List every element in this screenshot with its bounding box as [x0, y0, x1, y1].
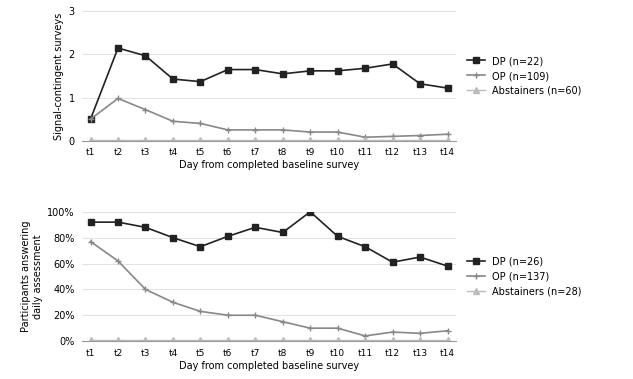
OP (n=109)	[306, 130, 314, 134]
Abstainers (n=28)	[417, 338, 424, 342]
DP (n=22)	[197, 79, 204, 84]
DP (n=26)	[197, 244, 204, 249]
Line: OP (n=137): OP (n=137)	[87, 238, 451, 340]
DP (n=26)	[169, 235, 177, 240]
DP (n=22)	[114, 46, 122, 50]
OP (n=109)	[279, 128, 287, 132]
DP (n=22)	[417, 81, 424, 86]
OP (n=109)	[361, 135, 369, 139]
Abstainers (n=28)	[169, 338, 177, 342]
OP (n=137)	[444, 329, 451, 333]
OP (n=109)	[251, 128, 259, 132]
DP (n=26)	[114, 220, 122, 224]
OP (n=109)	[87, 117, 94, 121]
Abstainers (n=28)	[361, 338, 369, 342]
OP (n=137)	[306, 326, 314, 330]
DP (n=22)	[142, 53, 149, 58]
Abstainers (n=60)	[169, 138, 177, 142]
OP (n=109)	[197, 121, 204, 126]
OP (n=137)	[361, 334, 369, 338]
DP (n=22)	[306, 69, 314, 73]
OP (n=109)	[142, 107, 149, 112]
DP (n=22)	[279, 72, 287, 76]
Abstainers (n=60)	[306, 138, 314, 142]
Abstainers (n=60)	[197, 138, 204, 142]
DP (n=22)	[224, 67, 232, 72]
Abstainers (n=60)	[224, 138, 232, 142]
Abstainers (n=28)	[279, 338, 287, 342]
Legend: DP (n=26), OP (n=137), Abstainers (n=28): DP (n=26), OP (n=137), Abstainers (n=28)	[463, 253, 586, 300]
Abstainers (n=60)	[87, 138, 94, 142]
DP (n=26)	[444, 264, 451, 268]
OP (n=137)	[142, 287, 149, 292]
OP (n=109)	[444, 132, 451, 136]
OP (n=137)	[169, 300, 177, 305]
DP (n=22)	[251, 67, 259, 72]
Line: Abstainers (n=60): Abstainers (n=60)	[88, 137, 450, 143]
Abstainers (n=28)	[334, 338, 341, 342]
Abstainers (n=28)	[251, 338, 259, 342]
Abstainers (n=28)	[306, 338, 314, 342]
DP (n=26)	[361, 244, 369, 249]
Line: OP (n=109): OP (n=109)	[87, 95, 451, 141]
Line: DP (n=26): DP (n=26)	[88, 209, 450, 269]
OP (n=137)	[251, 313, 259, 318]
Abstainers (n=28)	[444, 338, 451, 342]
DP (n=26)	[389, 260, 396, 265]
DP (n=26)	[334, 234, 341, 239]
Abstainers (n=60)	[114, 138, 122, 142]
OP (n=109)	[417, 133, 424, 138]
OP (n=137)	[114, 258, 122, 263]
OP (n=137)	[334, 326, 341, 330]
OP (n=109)	[114, 96, 122, 101]
DP (n=22)	[444, 86, 451, 90]
OP (n=109)	[224, 128, 232, 132]
Abstainers (n=28)	[87, 338, 94, 342]
Abstainers (n=28)	[224, 338, 232, 342]
DP (n=22)	[361, 66, 369, 70]
OP (n=137)	[224, 313, 232, 318]
DP (n=26)	[224, 234, 232, 239]
OP (n=137)	[389, 330, 396, 334]
X-axis label: Day from completed baseline survey: Day from completed baseline survey	[179, 360, 359, 371]
Abstainers (n=60)	[334, 138, 341, 142]
Abstainers (n=60)	[142, 138, 149, 142]
Abstainers (n=28)	[389, 338, 396, 342]
DP (n=26)	[279, 230, 287, 235]
OP (n=137)	[279, 319, 287, 324]
Y-axis label: Signal-contingent surveys: Signal-contingent surveys	[54, 13, 64, 139]
Abstainers (n=60)	[417, 138, 424, 142]
Abstainers (n=60)	[389, 138, 396, 142]
Abstainers (n=60)	[444, 138, 451, 142]
DP (n=26)	[306, 210, 314, 214]
OP (n=109)	[389, 134, 396, 139]
DP (n=22)	[389, 62, 396, 66]
DP (n=26)	[251, 225, 259, 230]
Abstainers (n=60)	[361, 138, 369, 142]
DP (n=26)	[417, 255, 424, 259]
DP (n=22)	[169, 77, 177, 81]
Abstainers (n=60)	[251, 138, 259, 142]
Line: DP (n=22): DP (n=22)	[88, 45, 450, 122]
DP (n=22)	[87, 117, 94, 121]
Abstainers (n=28)	[197, 338, 204, 342]
X-axis label: Day from completed baseline survey: Day from completed baseline survey	[179, 160, 359, 170]
Abstainers (n=28)	[114, 338, 122, 342]
Abstainers (n=60)	[279, 138, 287, 142]
Legend: DP (n=22), OP (n=109), Abstainers (n=60): DP (n=22), OP (n=109), Abstainers (n=60)	[463, 52, 586, 100]
OP (n=109)	[169, 119, 177, 124]
DP (n=26)	[87, 220, 94, 224]
Y-axis label: Participants answering
daily assessment: Participants answering daily assessment	[22, 221, 43, 332]
OP (n=109)	[334, 130, 341, 134]
DP (n=22)	[334, 69, 341, 73]
Abstainers (n=28)	[142, 338, 149, 342]
OP (n=137)	[197, 309, 204, 314]
OP (n=137)	[87, 239, 94, 244]
DP (n=26)	[142, 225, 149, 230]
Line: Abstainers (n=28): Abstainers (n=28)	[88, 337, 450, 343]
OP (n=137)	[417, 331, 424, 336]
